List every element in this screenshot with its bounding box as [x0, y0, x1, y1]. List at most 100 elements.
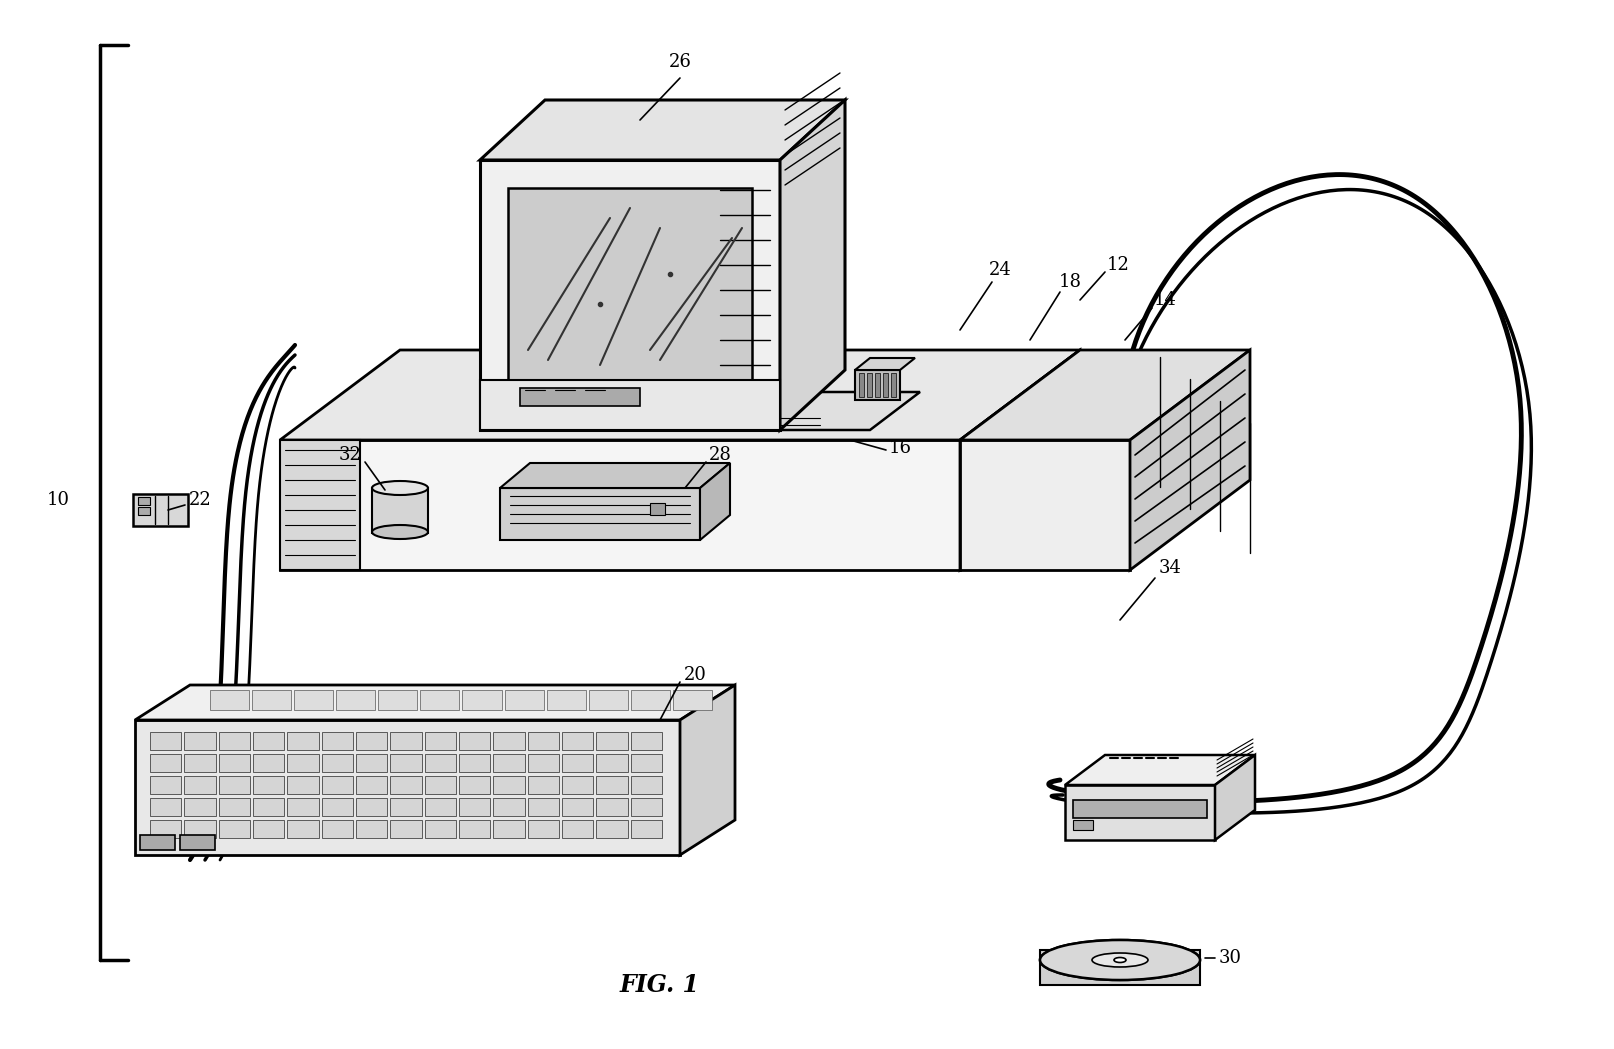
Bar	[137, 497, 150, 505]
Text: FIG. 1: FIG. 1	[620, 973, 699, 997]
Bar	[424, 754, 455, 772]
Bar	[287, 732, 318, 750]
Bar	[218, 776, 250, 794]
Bar	[287, 820, 318, 838]
Polygon shape	[279, 350, 1080, 440]
Polygon shape	[508, 188, 752, 380]
Bar	[631, 820, 662, 838]
Bar	[150, 776, 181, 794]
Bar	[355, 754, 387, 772]
Ellipse shape	[1114, 958, 1125, 963]
Bar	[673, 690, 712, 710]
Bar	[253, 776, 284, 794]
Bar	[140, 835, 174, 850]
Bar	[458, 732, 491, 750]
Bar	[420, 690, 460, 710]
Polygon shape	[279, 440, 360, 570]
Bar	[883, 373, 888, 397]
Bar	[391, 798, 421, 816]
Bar	[631, 798, 662, 816]
Bar	[424, 798, 455, 816]
Bar	[184, 754, 216, 772]
Bar	[184, 820, 216, 838]
Bar	[132, 494, 187, 526]
Bar	[458, 754, 491, 772]
Bar	[492, 732, 525, 750]
Bar	[867, 373, 872, 397]
Bar	[210, 690, 249, 710]
Bar	[462, 690, 502, 710]
Bar	[150, 754, 181, 772]
Bar	[528, 732, 558, 750]
Bar	[355, 798, 387, 816]
Bar	[287, 776, 318, 794]
Bar	[150, 820, 181, 838]
Bar	[528, 798, 558, 816]
Bar	[492, 776, 525, 794]
Bar	[218, 798, 250, 816]
Bar	[854, 370, 899, 400]
Bar	[596, 798, 628, 816]
Bar	[179, 835, 215, 850]
Bar	[424, 776, 455, 794]
Bar	[1072, 820, 1093, 830]
Bar	[252, 690, 291, 710]
Bar	[391, 820, 421, 838]
Bar	[528, 820, 558, 838]
Bar	[137, 507, 150, 515]
Bar	[321, 732, 353, 750]
Polygon shape	[136, 720, 679, 855]
Ellipse shape	[1039, 940, 1199, 980]
Ellipse shape	[1039, 940, 1199, 980]
Bar	[253, 798, 284, 816]
Polygon shape	[959, 350, 1249, 440]
Bar	[321, 776, 353, 794]
Bar	[1072, 800, 1206, 818]
Bar	[287, 798, 318, 816]
Bar	[218, 732, 250, 750]
Bar	[424, 732, 455, 750]
Bar	[631, 776, 662, 794]
Bar	[859, 373, 863, 397]
Polygon shape	[959, 350, 1080, 570]
Bar	[596, 776, 628, 794]
Bar	[631, 754, 662, 772]
Bar	[562, 754, 592, 772]
Polygon shape	[1064, 785, 1214, 840]
Bar	[492, 754, 525, 772]
Bar	[321, 798, 353, 816]
Polygon shape	[500, 488, 699, 540]
Text: 18: 18	[1057, 273, 1081, 291]
Bar	[253, 732, 284, 750]
Bar	[218, 820, 250, 838]
Polygon shape	[500, 463, 730, 488]
Bar	[528, 754, 558, 772]
Polygon shape	[679, 685, 734, 855]
Polygon shape	[1130, 350, 1249, 570]
Polygon shape	[479, 160, 780, 430]
Polygon shape	[1064, 755, 1254, 785]
Bar	[184, 798, 216, 816]
Polygon shape	[1039, 950, 1199, 985]
Text: 30: 30	[1217, 949, 1241, 967]
Bar	[184, 732, 216, 750]
Bar	[546, 690, 586, 710]
Bar	[458, 776, 491, 794]
Bar	[355, 732, 387, 750]
Bar	[891, 373, 896, 397]
Polygon shape	[780, 100, 844, 430]
Bar	[631, 732, 662, 750]
Polygon shape	[136, 685, 734, 720]
Polygon shape	[699, 463, 730, 540]
Bar	[391, 732, 421, 750]
Text: 16: 16	[888, 438, 910, 457]
Bar	[184, 776, 216, 794]
Polygon shape	[854, 358, 915, 370]
Bar	[528, 776, 558, 794]
Polygon shape	[479, 100, 844, 160]
Text: 24: 24	[988, 261, 1010, 279]
Bar	[631, 690, 670, 710]
Bar	[504, 690, 544, 710]
Text: 10: 10	[47, 491, 69, 509]
Bar	[492, 798, 525, 816]
